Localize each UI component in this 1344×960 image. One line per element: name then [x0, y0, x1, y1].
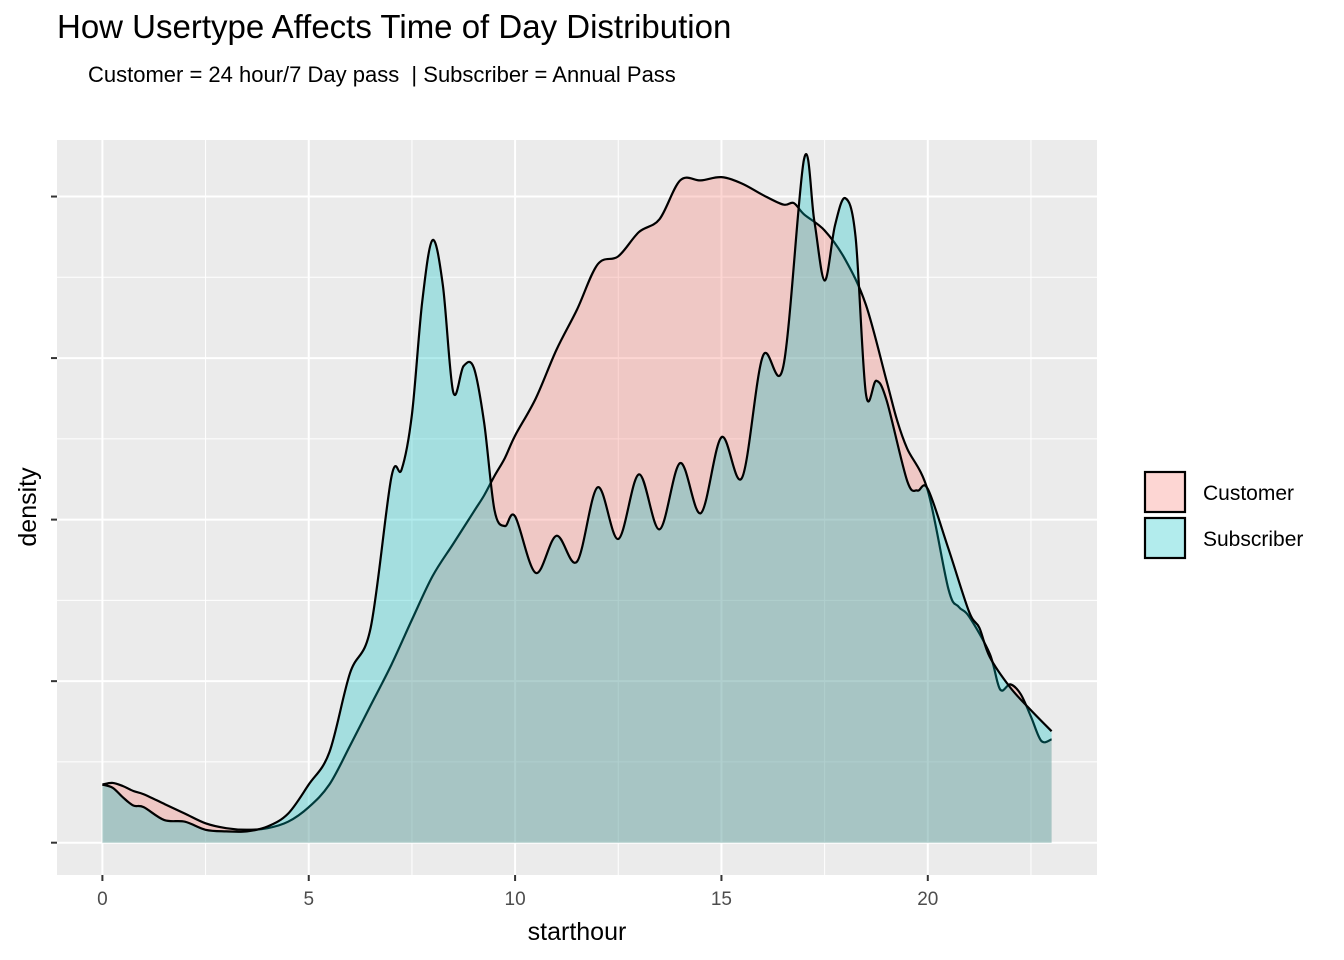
x-axis-title: starthour	[528, 918, 627, 946]
x-tick-label: 5	[303, 889, 314, 910]
x-tick-label: 20	[917, 889, 938, 910]
subscriber-legend-key	[1143, 516, 1187, 560]
customer-legend-bg	[1144, 471, 1186, 513]
subscriber-density-line	[102, 153, 1053, 833]
subscriber-legend-label: Subscriber	[1203, 528, 1303, 551]
x-tick-label: 15	[711, 889, 732, 910]
legend: Customer Subscriber	[1143, 470, 1303, 560]
customer-legend-key	[1143, 470, 1187, 514]
density-areas	[102, 153, 1053, 843]
customer-legend-label: Customer	[1203, 482, 1294, 505]
y-axis-title: density	[14, 467, 42, 547]
subscriber-legend-bg	[1144, 517, 1186, 559]
customer-density-area	[102, 177, 1052, 843]
chart-subtitle: Customer = 24 hour/7 Day pass | Subscrib…	[88, 62, 676, 87]
x-axis-ticks: 0 5 10 15 20	[97, 875, 938, 910]
x-tick-label: 10	[505, 889, 526, 910]
minor-gridlines	[57, 140, 1097, 875]
subscriber-density-area	[102, 154, 1052, 843]
x-tick-label: 0	[97, 889, 108, 910]
plot-panel	[57, 140, 1097, 875]
y-axis-ticks	[51, 195, 57, 844]
major-gridlines	[57, 140, 1097, 875]
chart-title: How Usertype Affects Time of Day Distrib…	[57, 8, 732, 45]
